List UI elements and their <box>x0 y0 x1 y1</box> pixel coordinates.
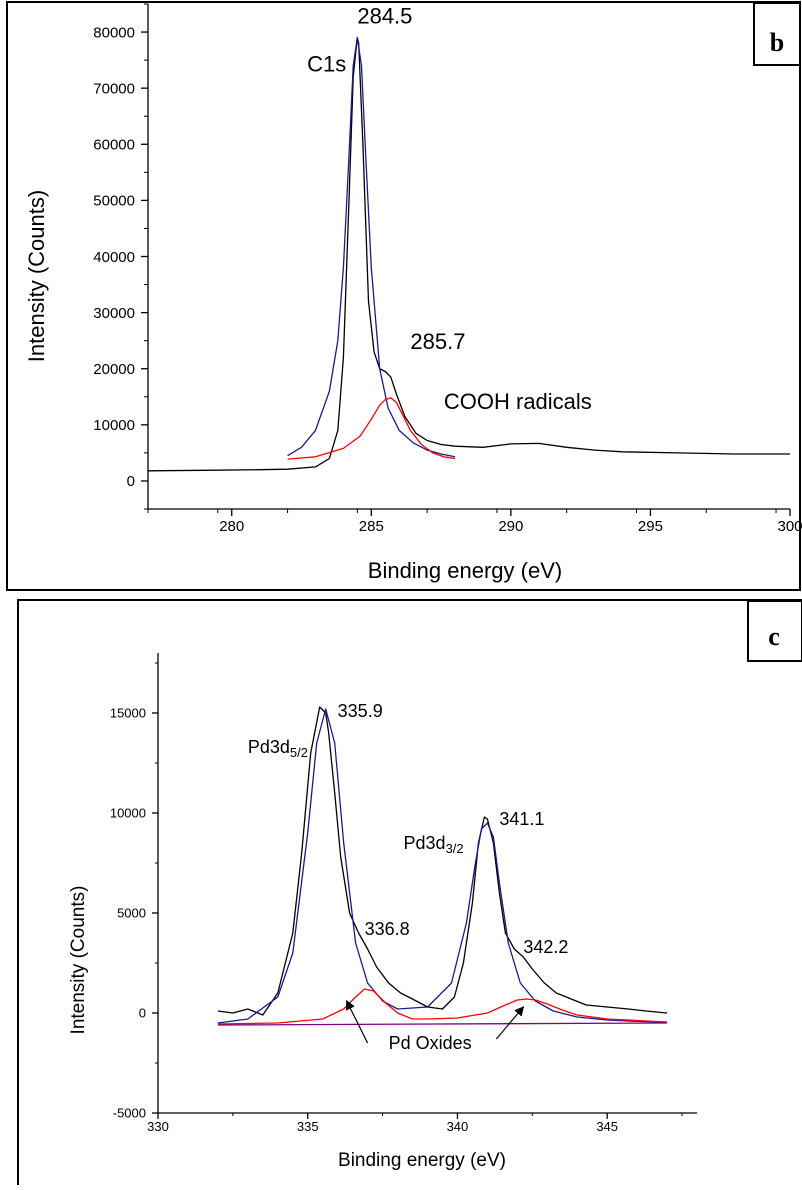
c-annotation-2: 341.1 <box>499 809 544 829</box>
c-x-axis-label: Binding energy (eV) <box>338 1150 506 1171</box>
c-series-measured-0 <box>217 706 668 1016</box>
c-y-tick-label: 15000 <box>110 706 146 721</box>
c-series-baseline-3 <box>217 1022 668 1026</box>
c-annotation-4: 336.8 <box>365 919 410 939</box>
b-annotation-0: 284.5 <box>357 4 412 29</box>
b-y-tick-label: 80000 <box>93 24 135 41</box>
b-series-measured-0 <box>147 37 790 472</box>
c-oxide-arrow-0 <box>346 999 369 1044</box>
panel-c-label: c <box>768 622 780 651</box>
b-y-tick-label: 0 <box>127 473 135 490</box>
b-y-tick-label: 20000 <box>93 361 135 378</box>
c-oxide-arrow-1 <box>495 1006 525 1040</box>
panel-b-label: b <box>770 28 784 57</box>
b-series-fit-1 <box>287 37 456 458</box>
b-x-tick-label: 280 <box>219 518 244 535</box>
b-y-tick-label: 10000 <box>93 417 135 434</box>
b-y-tick-label: 70000 <box>93 80 135 97</box>
c-x-tick-label: 335 <box>297 1119 319 1134</box>
panel-c-frame <box>17 599 802 1185</box>
c-x-tick-label: 330 <box>147 1119 169 1134</box>
b-x-tick-label: 300 <box>777 518 802 535</box>
b-x-tick-label: 295 <box>638 518 663 535</box>
b-y-axis-label: Intensity (Counts) <box>24 190 49 362</box>
c-series-fit-1 <box>217 708 668 1024</box>
b-annotation-1: C1s <box>307 51 346 76</box>
c-annotation-3: Pd3d3/2 <box>404 833 464 856</box>
c-annotation-5: 342.2 <box>523 937 568 957</box>
b-y-tick-label: 50000 <box>93 193 135 210</box>
c-annotation-1: Pd3d5/2 <box>248 737 308 760</box>
b-y-tick-label: 60000 <box>93 137 135 154</box>
panel-b-label-box <box>753 2 801 66</box>
panel-b: b 280 285 290 295 300 0 10000 20000 30000 40000 50… <box>6 1 802 591</box>
c-y-tick-label: 5000 <box>117 906 146 921</box>
panel-c: c 330 335 340 345 -5000 0 5000 10000 15000 335.9… <box>0 596 802 1190</box>
c-x-tick-label: 345 <box>596 1119 618 1134</box>
b-x-tick-label: 285 <box>359 518 384 535</box>
c-annotation-0: 335.9 <box>338 701 383 721</box>
panel-b-frame <box>6 1 801 591</box>
b-y-tick-label: 40000 <box>93 249 135 266</box>
panel-c-label-box <box>747 600 802 662</box>
c-y-tick-label: -5000 <box>113 1106 146 1121</box>
c-annotation-6: Pd Oxides <box>389 1033 472 1053</box>
c-y-tick-label: 10000 <box>110 806 146 821</box>
b-series-fit-2 <box>287 397 456 460</box>
b-x-axis-label: Binding energy (eV) <box>368 558 562 583</box>
chart-c: c 330 335 340 345 -5000 0 5000 10000 15000 335.9… <box>17 599 802 1185</box>
b-x-tick-label: 290 <box>498 518 523 535</box>
b-annotation-3: COOH radicals <box>444 389 592 414</box>
b-y-tick-label: 30000 <box>93 305 135 322</box>
c-y-tick-label: 0 <box>139 1006 146 1021</box>
c-x-tick-label: 340 <box>447 1119 469 1134</box>
c-y-axis-label: Intensity (Counts) <box>68 886 89 1035</box>
b-annotation-2: 285.7 <box>410 329 465 354</box>
chart-b: b 280 285 290 295 300 0 10000 20000 30000 40000 50… <box>6 1 802 591</box>
